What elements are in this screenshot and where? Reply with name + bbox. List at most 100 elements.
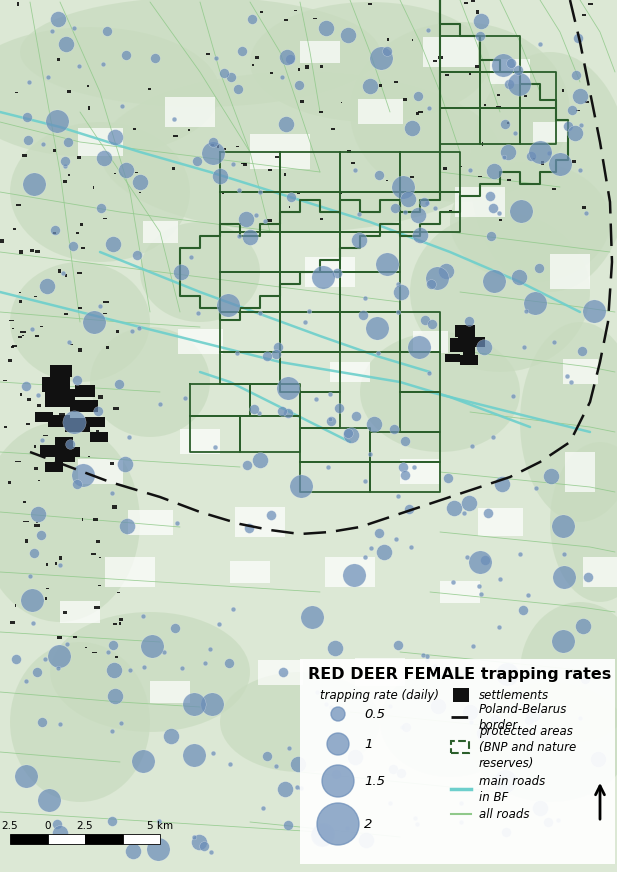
Point xyxy=(51,223,60,237)
Bar xyxy=(355,658,405,686)
Point xyxy=(500,826,510,840)
Bar xyxy=(11,346,14,349)
Bar xyxy=(44,596,47,600)
Point xyxy=(28,616,38,630)
Bar xyxy=(116,330,118,333)
Point xyxy=(528,707,538,721)
Bar xyxy=(400,460,440,485)
Bar xyxy=(300,659,615,864)
Bar xyxy=(294,10,297,11)
Point xyxy=(20,769,30,783)
Ellipse shape xyxy=(250,2,490,122)
Point xyxy=(189,697,199,711)
Ellipse shape xyxy=(20,0,380,107)
Bar xyxy=(7,481,12,484)
Point xyxy=(392,638,402,652)
Point xyxy=(546,727,556,741)
Point xyxy=(210,440,220,454)
Point xyxy=(589,304,598,318)
Bar xyxy=(60,402,64,405)
Bar xyxy=(27,399,31,400)
Point xyxy=(476,14,486,28)
Bar xyxy=(211,145,214,146)
Point xyxy=(423,23,433,37)
Point xyxy=(234,229,244,243)
Bar xyxy=(123,834,160,844)
Point xyxy=(424,101,434,115)
Point xyxy=(138,610,147,623)
Point xyxy=(502,667,511,681)
Point xyxy=(280,782,289,796)
Point xyxy=(55,826,65,840)
Text: RED DEER FEMALE trapping rates: RED DEER FEMALE trapping rates xyxy=(308,667,611,682)
Bar xyxy=(20,392,22,396)
Point xyxy=(300,315,310,329)
Bar xyxy=(4,426,7,428)
Bar xyxy=(305,65,309,69)
Point xyxy=(285,51,295,65)
Point xyxy=(412,816,422,830)
Point xyxy=(383,44,392,58)
Point xyxy=(506,57,516,71)
Point xyxy=(286,190,296,204)
Point xyxy=(516,204,526,218)
Point xyxy=(342,821,352,835)
Bar xyxy=(48,415,70,427)
Bar xyxy=(54,149,56,152)
Point xyxy=(60,160,70,174)
Point xyxy=(494,206,503,220)
Point xyxy=(321,21,331,35)
Bar xyxy=(40,326,43,327)
Point xyxy=(273,340,283,354)
Ellipse shape xyxy=(360,332,520,452)
Point xyxy=(523,589,533,603)
Bar xyxy=(52,232,56,235)
Bar xyxy=(54,562,57,565)
Bar xyxy=(59,556,62,560)
Point xyxy=(387,761,397,775)
Bar xyxy=(106,346,109,350)
Bar xyxy=(8,359,12,362)
Point xyxy=(147,639,157,653)
Bar xyxy=(98,395,104,399)
Point xyxy=(205,643,215,657)
Point xyxy=(125,663,135,677)
Point xyxy=(581,207,591,221)
Point xyxy=(435,670,445,684)
Bar xyxy=(114,173,116,174)
Point xyxy=(33,508,43,521)
Point xyxy=(249,402,259,416)
Bar xyxy=(78,307,82,309)
Point xyxy=(410,811,420,825)
Point xyxy=(529,296,539,310)
Point xyxy=(25,569,35,583)
Point xyxy=(432,271,442,285)
Ellipse shape xyxy=(470,682,617,802)
Point xyxy=(575,163,585,177)
Ellipse shape xyxy=(470,52,617,292)
Bar xyxy=(34,296,38,297)
Bar xyxy=(357,99,402,125)
Bar xyxy=(105,557,155,587)
Bar xyxy=(331,128,335,130)
Point xyxy=(271,347,281,361)
Bar xyxy=(25,539,28,542)
Ellipse shape xyxy=(10,122,190,262)
Point xyxy=(215,169,225,183)
Point xyxy=(93,404,102,418)
Bar xyxy=(299,100,304,103)
Bar xyxy=(497,106,500,108)
Point xyxy=(284,741,294,755)
Point xyxy=(400,205,410,219)
Bar xyxy=(22,154,27,157)
Bar xyxy=(110,462,114,465)
Point xyxy=(555,157,565,171)
Bar xyxy=(34,467,38,470)
Point xyxy=(558,634,568,648)
Bar xyxy=(255,56,259,59)
Point xyxy=(488,430,498,444)
Point xyxy=(397,766,407,780)
Ellipse shape xyxy=(350,22,570,202)
Bar xyxy=(78,128,123,156)
Bar xyxy=(23,501,27,502)
